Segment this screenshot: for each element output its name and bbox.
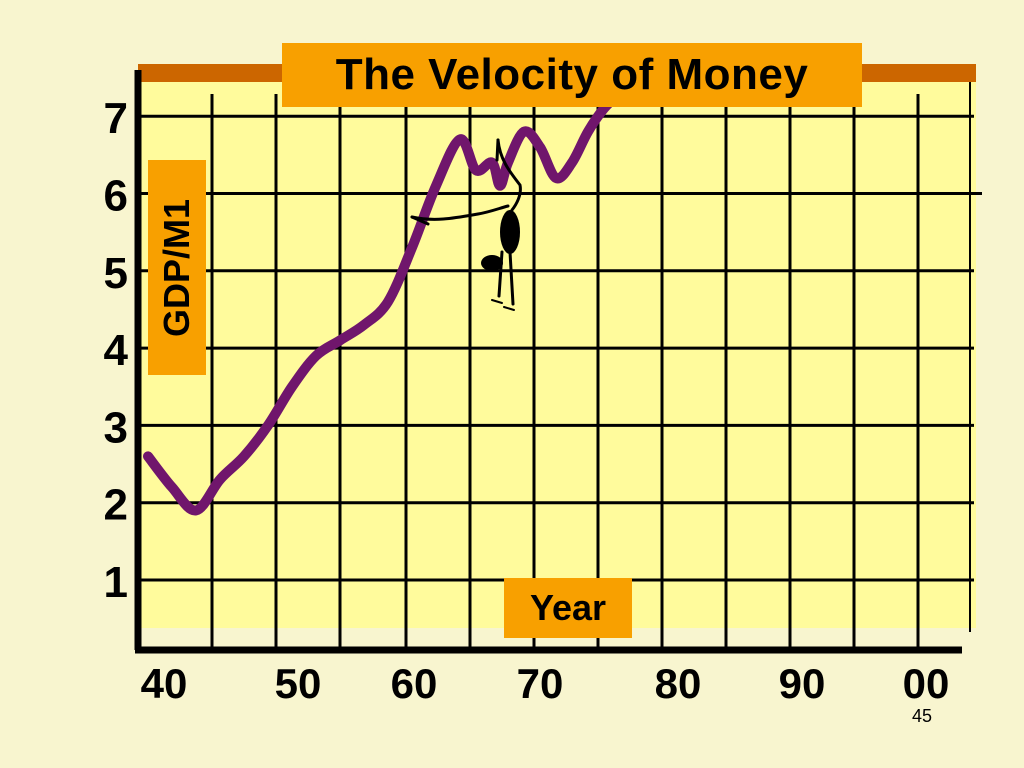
x-tick-label: 50	[275, 660, 322, 707]
y-tick-label: 4	[104, 326, 129, 375]
y-tick-label: 5	[104, 249, 128, 298]
x-axis-label: Year	[504, 578, 632, 638]
y-tick-label: 2	[104, 481, 128, 530]
y-tick-label: 3	[104, 403, 128, 452]
plot-area	[138, 82, 976, 628]
vertical-gridlines	[210, 82, 971, 648]
horizontal-gridlines	[138, 114, 982, 582]
velocity-line	[143, 88, 625, 516]
x-tick-label: 80	[655, 660, 702, 707]
y-axis-label-box: GDP/M1	[148, 160, 206, 375]
gymnast-figure	[410, 138, 522, 311]
page-number: 45	[912, 706, 933, 726]
x-tick-label: 90	[779, 660, 826, 707]
y-tick-labels: 1 2 3 4 5 6 7	[104, 94, 129, 607]
y-tick-label: 7	[104, 94, 128, 143]
y-tick-label: 1	[104, 558, 128, 607]
y-tick-label: 6	[104, 172, 128, 221]
y-axis-label: GDP/M1	[156, 198, 197, 337]
x-tick-labels: 40 50 60 70 80 90 00	[141, 660, 950, 707]
x-tick-label: 60	[391, 660, 438, 707]
x-tick-label: 70	[517, 660, 564, 707]
x-tick-label: 40	[141, 660, 188, 707]
chart-title: The Velocity of Money	[282, 43, 862, 107]
x-tick-label: 00	[903, 660, 950, 707]
